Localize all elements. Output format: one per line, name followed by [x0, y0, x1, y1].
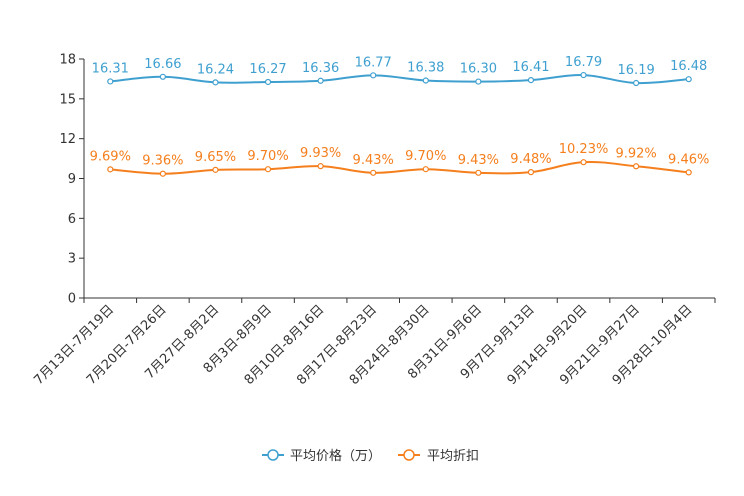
- data-label: 9.69%: [90, 149, 131, 164]
- data-point: [633, 79, 640, 87]
- y-tick-label: 0: [68, 292, 76, 307]
- data-label: 9.70%: [405, 149, 446, 164]
- data-point: [527, 169, 535, 176]
- legend-marker: [403, 449, 415, 461]
- y-tick-label: 9: [68, 172, 76, 187]
- data-point: [580, 71, 587, 79]
- data-point: [212, 79, 219, 86]
- data-point: [685, 76, 692, 83]
- data-point: [107, 166, 114, 173]
- data-label: 9.43%: [458, 153, 499, 168]
- y-tick-label: 18: [59, 53, 76, 68]
- y-tick-label: 6: [68, 212, 76, 227]
- series-line: [110, 160, 689, 175]
- data-label: 9.36%: [142, 154, 183, 169]
- data-label: 16.66: [144, 57, 181, 72]
- data-label: 16.38: [407, 61, 444, 76]
- data-point: [422, 166, 429, 173]
- data-point: [107, 78, 114, 85]
- data-point: [527, 77, 535, 84]
- series-layer: 16.31 16.66 16.24 16.27 16.36 16.77 16.38 16.30…: [90, 55, 709, 177]
- data-point: [580, 159, 587, 166]
- data-point: [212, 166, 219, 173]
- y-tick-label: 15: [59, 92, 76, 107]
- chart-axes: 03691215187月13日-7月19日7月20日-7月26日7月27日-8月…: [31, 53, 716, 388]
- series-avg-discount: 9.69% 9.36% 9.65% 9.70% 9.93% 9.43% 9.70% 9.43%…: [90, 142, 709, 177]
- data-point: [264, 166, 272, 173]
- data-point: [317, 163, 324, 170]
- data-label: 9.46%: [668, 152, 709, 167]
- legend-item: 平均价格（万）: [262, 448, 381, 464]
- data-label: 9.93%: [300, 146, 341, 161]
- legend-label: 平均价格（万）: [290, 448, 381, 464]
- data-point: [422, 77, 429, 84]
- series-avg-price: 16.31 16.66 16.24 16.27 16.36 16.77 16.38 16.30…: [92, 55, 707, 87]
- data-point: [159, 73, 166, 80]
- data-point: [159, 170, 166, 177]
- legend-marker: [267, 449, 279, 461]
- y-tick-label: 3: [68, 252, 76, 267]
- data-label: 10.23%: [559, 142, 609, 157]
- data-label: 9.92%: [615, 146, 656, 161]
- data-point: [685, 169, 692, 176]
- data-label: 9.70%: [247, 149, 288, 164]
- data-label: 16.24: [197, 62, 234, 77]
- data-label: 16.41: [512, 60, 549, 75]
- data-label: 16.77: [355, 55, 392, 70]
- data-point: [633, 163, 640, 170]
- data-point: [475, 78, 482, 85]
- data-label: 9.48%: [510, 152, 551, 167]
- data-label: 16.31: [92, 61, 129, 76]
- series-line: [110, 74, 689, 85]
- data-label: 9.65%: [195, 150, 236, 165]
- legend-label: 平均折扣: [427, 449, 479, 464]
- data-point: [370, 72, 377, 79]
- data-label: 16.27: [249, 62, 286, 77]
- legend-item: 平均折扣: [398, 449, 479, 464]
- data-label: 16.36: [302, 61, 339, 76]
- data-label: 16.79: [565, 55, 602, 70]
- data-label: 9.43%: [353, 153, 394, 168]
- data-point: [370, 169, 377, 176]
- chart-legend: 平均价格（万） 平均折扣: [262, 448, 479, 464]
- data-label: 16.48: [670, 59, 707, 74]
- data-point: [317, 77, 324, 84]
- data-point: [475, 169, 482, 176]
- data-point: [264, 78, 272, 86]
- y-tick-label: 12: [59, 132, 76, 147]
- data-label: 16.30: [460, 62, 497, 77]
- data-label: 16.19: [618, 63, 655, 78]
